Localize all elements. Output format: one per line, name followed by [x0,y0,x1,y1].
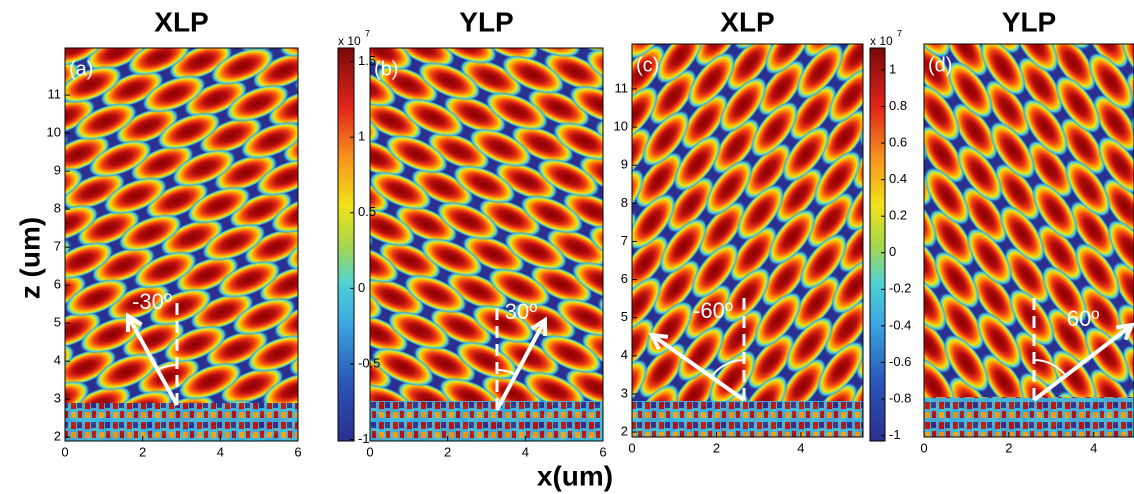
x-tick-label: 0 [920,440,927,455]
x-tick-label: 2 [713,440,720,455]
y-tick-label: 6 [621,271,628,286]
panel-label: (b) [374,58,398,80]
angle-label: 30º [505,299,538,324]
y-tick-label: 2 [54,429,61,444]
x-tick-label: 0 [61,444,68,459]
arrow-head [125,312,143,333]
colorbar [869,47,886,442]
y-tick-label: 4 [621,347,628,362]
colorbar-tick-label: -0.8 [889,390,911,405]
x-tick-label: 6 [599,444,606,459]
y-tick-label: 3 [54,391,61,406]
y-axis-label: z (um) [14,217,45,299]
angle-label: 60º [1067,306,1100,331]
angle-arc [157,364,178,371]
near-field-region [924,397,1134,437]
beam-arrow [126,315,179,406]
colorbar-tick-label: 1 [889,61,896,76]
colorbar-tick-label: 0 [358,280,365,295]
colorbar-tick-label: -0.2 [889,281,911,296]
arrow-head [648,332,669,351]
panel-title: YLP [1002,6,1056,37]
angle-arc [496,369,517,376]
arrow-head [1115,322,1134,341]
y-tick-label: 5 [54,315,61,330]
y-tick-label: 8 [54,201,61,216]
y-tick-label: 2 [621,423,628,438]
panel-title: XLP [720,6,774,37]
colorbar-multiplier: x 10 [870,34,893,48]
plot-frame [369,47,604,442]
y-tick-label: 3 [621,385,628,400]
heatmap-field [370,48,603,441]
y-tick-label: 10 [614,119,628,134]
colorbar-tick-label: 0.6 [889,134,907,149]
colorbar-tick-label: -1 [358,431,370,446]
angle-arc [1033,359,1067,377]
panel-title: XLP [154,6,208,37]
arrow-head [530,316,548,337]
angle-arc [710,359,745,378]
y-tick-label: 5 [621,309,628,324]
colorbar-multiplier: x 10 [338,34,361,48]
near-field-region [632,401,863,437]
y-tick-label: 6 [54,277,61,292]
panel-label: (d) [928,54,952,76]
x-tick-label: 4 [522,444,529,459]
colorbar-tick-label: 0.8 [889,98,907,113]
x-tick-label: 2 [1005,440,1012,455]
x-tick-label: 4 [797,440,804,455]
colorbar-tick-label: 0.4 [889,171,907,186]
heatmap-field [924,44,1134,437]
panel-title: YLP [459,6,513,37]
colorbar-exponent: 7 [897,28,902,38]
y-tick-label: 9 [54,163,61,178]
beam-arrow [650,333,746,402]
x-tick-label: 6 [294,444,301,459]
near-field-region [65,403,298,441]
beam-arrow [495,319,547,411]
x-axis-label: x(um) [537,460,613,491]
y-tick-label: 7 [54,239,61,254]
plot-frame [64,47,299,442]
colorbar-tick-label: -0.4 [889,317,911,332]
near-field-region [370,401,603,441]
panel-label: (c) [636,54,659,76]
colorbar-tick-label: 0.2 [889,208,907,223]
angle-label: -60º [693,298,733,323]
x-tick-label: 0 [366,444,373,459]
y-tick-label: 10 [47,125,61,140]
y-tick-label: 11 [48,87,62,102]
colorbar-exponent: 7 [365,28,370,38]
colorbar-tick-label: 1.5 [358,53,376,68]
plot-frame [631,43,864,438]
colorbar-tick-label: 0.5 [358,204,376,219]
colorbar-tick-label: -0.6 [889,354,911,369]
y-tick-label: 4 [54,353,61,368]
heatmap-field [65,48,298,441]
heatmap-field [632,44,863,437]
colorbar-tick-label: -1 [889,427,901,442]
colorbar-tick-label: 0 [889,244,896,259]
beam-arrow [1032,323,1134,402]
x-tick-label: 4 [217,444,224,459]
y-tick-label: 8 [621,195,628,210]
x-tick-label: 0 [628,440,635,455]
angle-label: -30º [132,289,172,314]
y-tick-label: 11 [615,80,629,95]
colorbar [337,47,355,442]
colorbar-tick-label: 1 [358,129,365,144]
x-tick-label: 2 [139,444,146,459]
y-tick-label: 9 [621,157,628,172]
y-tick-label: 7 [621,233,628,248]
x-tick-label: 2 [444,444,451,459]
colorbar-tick-label: -0.5 [358,355,380,370]
x-tick-label: 4 [1090,440,1097,455]
panel-label: (a) [69,58,93,80]
plot-frame [923,43,1134,438]
